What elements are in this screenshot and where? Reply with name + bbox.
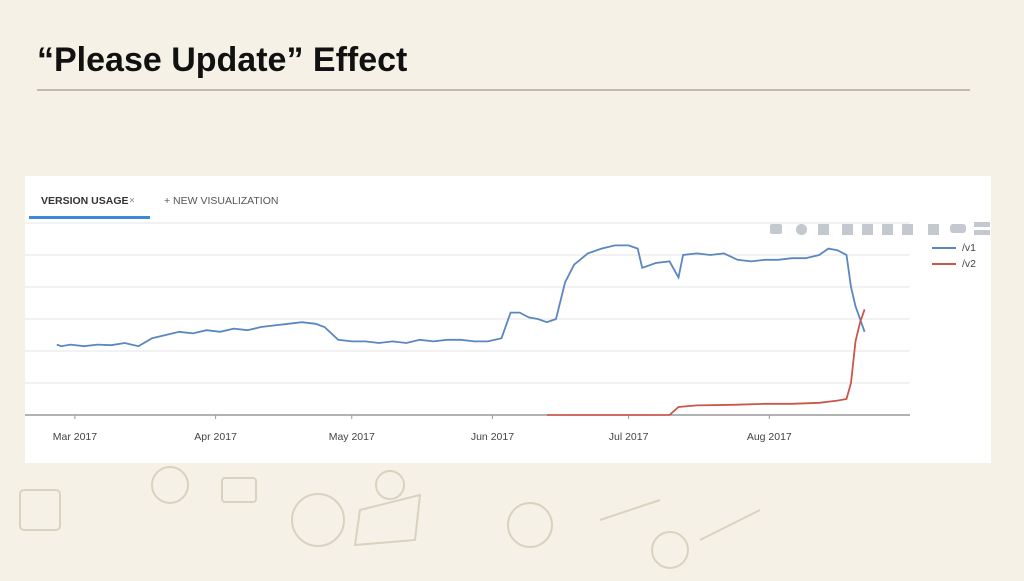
x-tick-label: Aug 2017	[747, 431, 792, 443]
active-tab[interactable]: VERSION USAGE	[41, 195, 129, 207]
x-tick-label: Jun 2017	[471, 431, 514, 443]
legend-label: /v1	[962, 242, 976, 254]
tool-icon[interactable]	[902, 224, 913, 235]
tool-icon[interactable]	[862, 224, 873, 235]
series-line	[546, 309, 866, 416]
tool-icon[interactable]	[950, 224, 966, 233]
x-tick-label: Mar 2017	[53, 431, 98, 443]
tool-icon[interactable]	[974, 230, 990, 235]
x-tick-label: Jul 2017	[609, 431, 649, 443]
tool-icon[interactable]	[796, 224, 807, 235]
x-tick-label: Apr 2017	[194, 431, 237, 443]
tool-icon[interactable]	[818, 224, 829, 235]
slide-title: “Please Update” Effect	[37, 41, 407, 79]
x-tick-label: May 2017	[329, 431, 375, 443]
tool-icon[interactable]	[770, 224, 782, 234]
series-line	[56, 244, 866, 348]
new-tab[interactable]: + NEW VISUALIZATION	[164, 195, 278, 207]
tool-icon[interactable]	[974, 222, 990, 227]
tool-icon[interactable]	[842, 224, 853, 235]
decor	[19, 466, 761, 569]
tab-underline	[29, 216, 150, 219]
legend-label: /v2	[962, 258, 976, 270]
toolbar	[770, 222, 990, 235]
tool-icon[interactable]	[882, 224, 893, 235]
tab-close[interactable]: ×	[129, 196, 135, 207]
tool-icon[interactable]	[928, 224, 939, 235]
